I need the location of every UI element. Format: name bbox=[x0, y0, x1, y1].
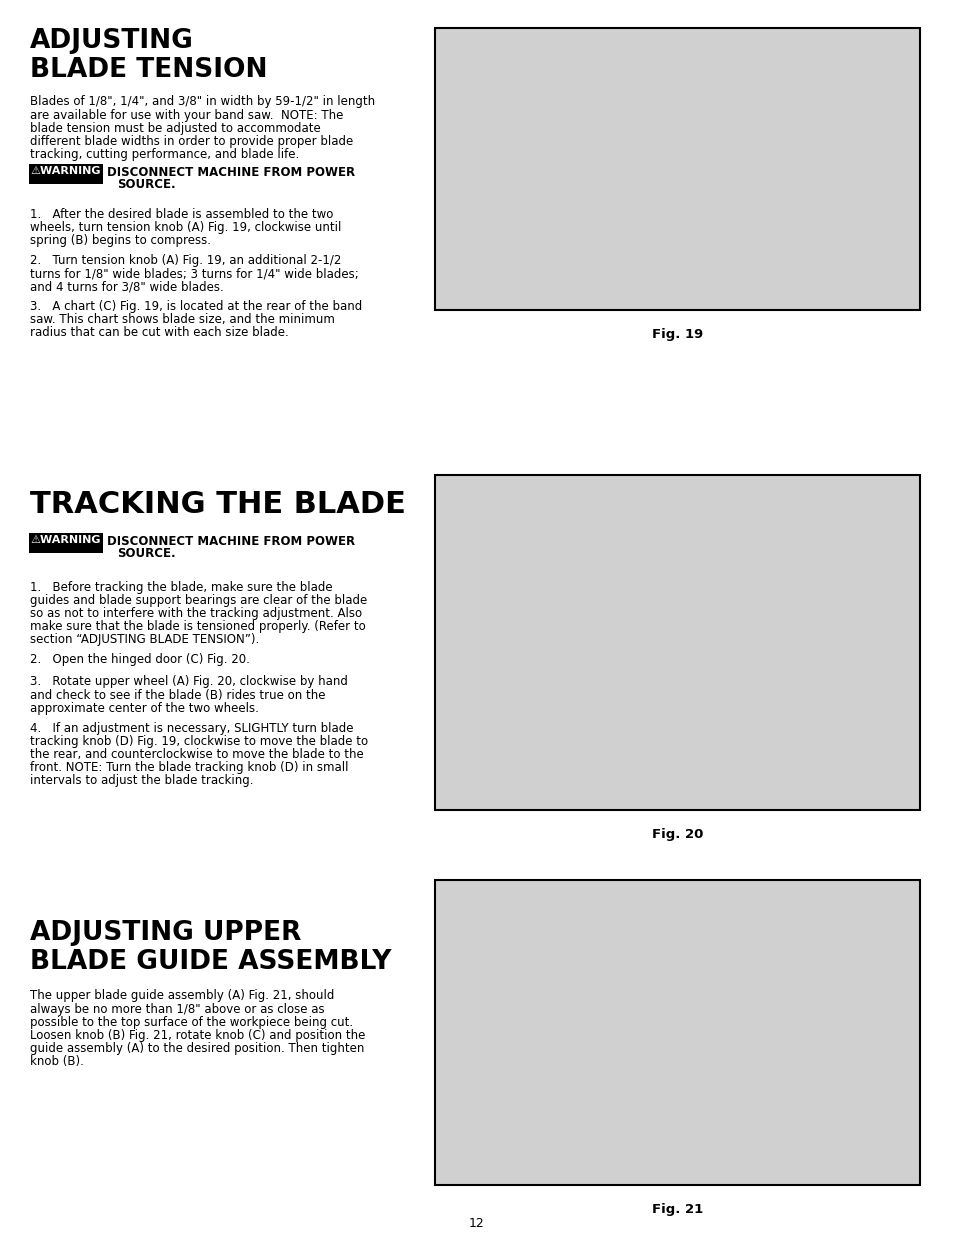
Text: SOURCE.: SOURCE. bbox=[117, 178, 175, 191]
Text: wheels, turn tension knob (A) Fig. 19, clockwise until: wheels, turn tension knob (A) Fig. 19, c… bbox=[30, 221, 341, 235]
Text: 2.   Turn tension knob (A) Fig. 19, an additional 2-1/2: 2. Turn tension knob (A) Fig. 19, an add… bbox=[30, 254, 341, 267]
Text: the rear, and counterclockwise to move the blade to the: the rear, and counterclockwise to move t… bbox=[30, 748, 363, 761]
Text: always be no more than 1/8" above or as close as: always be no more than 1/8" above or as … bbox=[30, 1003, 324, 1015]
Text: Fig. 19: Fig. 19 bbox=[651, 329, 702, 341]
Text: ⚠WARNING: ⚠WARNING bbox=[30, 535, 101, 545]
Text: ⚠WARNING: ⚠WARNING bbox=[30, 167, 101, 177]
Text: 4.   If an adjustment is necessary, SLIGHTLY turn blade: 4. If an adjustment is necessary, SLIGHT… bbox=[30, 721, 354, 735]
Text: spring (B) begins to compress.: spring (B) begins to compress. bbox=[30, 235, 211, 247]
Text: front. NOTE: Turn the blade tracking knob (D) in small: front. NOTE: Turn the blade tracking kno… bbox=[30, 761, 348, 774]
Text: radius that can be cut with each size blade.: radius that can be cut with each size bl… bbox=[30, 326, 289, 340]
Text: BLADE GUIDE ASSEMBLY: BLADE GUIDE ASSEMBLY bbox=[30, 950, 391, 976]
Text: Fig. 21: Fig. 21 bbox=[651, 1203, 702, 1216]
Bar bbox=[435, 475, 919, 810]
Text: SOURCE.: SOURCE. bbox=[117, 547, 175, 559]
Text: ADJUSTING: ADJUSTING bbox=[30, 28, 193, 54]
Text: 12: 12 bbox=[469, 1216, 484, 1230]
Text: DISCONNECT MACHINE FROM POWER: DISCONNECT MACHINE FROM POWER bbox=[107, 535, 355, 548]
Text: BLADE TENSION: BLADE TENSION bbox=[30, 58, 267, 84]
Text: 2.   Open the hinged door (C) Fig. 20.: 2. Open the hinged door (C) Fig. 20. bbox=[30, 653, 250, 666]
Bar bbox=[435, 28, 919, 310]
Text: Blades of 1/8", 1/4", and 3/8" in width by 59-1/2" in length: Blades of 1/8", 1/4", and 3/8" in width … bbox=[30, 95, 375, 109]
Text: make sure that the blade is tensioned properly. (Refer to: make sure that the blade is tensioned pr… bbox=[30, 620, 365, 634]
Text: 3.   A chart (C) Fig. 19, is located at the rear of the band: 3. A chart (C) Fig. 19, is located at th… bbox=[30, 300, 362, 314]
Text: different blade widths in order to provide proper blade: different blade widths in order to provi… bbox=[30, 135, 353, 148]
Bar bbox=[435, 881, 919, 1186]
Text: tracking knob (D) Fig. 19, clockwise to move the blade to: tracking knob (D) Fig. 19, clockwise to … bbox=[30, 735, 368, 747]
Text: and check to see if the blade (B) rides true on the: and check to see if the blade (B) rides … bbox=[30, 689, 325, 701]
FancyBboxPatch shape bbox=[29, 164, 103, 184]
Text: blade tension must be adjusted to accommodate: blade tension must be adjusted to accomm… bbox=[30, 122, 320, 135]
Text: section “ADJUSTING BLADE TENSION”).: section “ADJUSTING BLADE TENSION”). bbox=[30, 634, 259, 646]
FancyBboxPatch shape bbox=[29, 534, 103, 553]
Text: and 4 turns for 3/8" wide blades.: and 4 turns for 3/8" wide blades. bbox=[30, 280, 224, 294]
Text: guides and blade support bearings are clear of the blade: guides and blade support bearings are cl… bbox=[30, 594, 367, 606]
Text: knob (B).: knob (B). bbox=[30, 1055, 84, 1068]
Text: The upper blade guide assembly (A) Fig. 21, should: The upper blade guide assembly (A) Fig. … bbox=[30, 989, 334, 1003]
Text: ADJUSTING UPPER: ADJUSTING UPPER bbox=[30, 920, 301, 946]
Text: TRACKING THE BLADE: TRACKING THE BLADE bbox=[30, 490, 405, 519]
Text: turns for 1/8" wide blades; 3 turns for 1/4" wide blades;: turns for 1/8" wide blades; 3 turns for … bbox=[30, 267, 358, 280]
Text: guide assembly (A) to the desired position. Then tighten: guide assembly (A) to the desired positi… bbox=[30, 1042, 364, 1055]
Text: intervals to adjust the blade tracking.: intervals to adjust the blade tracking. bbox=[30, 774, 253, 787]
Text: saw. This chart shows blade size, and the minimum: saw. This chart shows blade size, and th… bbox=[30, 314, 335, 326]
Text: 1.   After the desired blade is assembled to the two: 1. After the desired blade is assembled … bbox=[30, 207, 333, 221]
Text: 1.   Before tracking the blade, make sure the blade: 1. Before tracking the blade, make sure … bbox=[30, 580, 333, 594]
Text: Fig. 20: Fig. 20 bbox=[651, 827, 702, 841]
Text: tracking, cutting performance, and blade life.: tracking, cutting performance, and blade… bbox=[30, 148, 299, 161]
Text: are available for use with your band saw.  NOTE: The: are available for use with your band saw… bbox=[30, 109, 343, 121]
Text: possible to the top surface of the workpiece being cut.: possible to the top surface of the workp… bbox=[30, 1015, 353, 1029]
Text: 3.   Rotate upper wheel (A) Fig. 20, clockwise by hand: 3. Rotate upper wheel (A) Fig. 20, clock… bbox=[30, 676, 348, 688]
Text: Loosen knob (B) Fig. 21, rotate knob (C) and position the: Loosen knob (B) Fig. 21, rotate knob (C)… bbox=[30, 1029, 365, 1042]
Text: so as not to interfere with the tracking adjustment. Also: so as not to interfere with the tracking… bbox=[30, 606, 362, 620]
Text: DISCONNECT MACHINE FROM POWER: DISCONNECT MACHINE FROM POWER bbox=[107, 167, 355, 179]
Text: approximate center of the two wheels.: approximate center of the two wheels. bbox=[30, 701, 258, 715]
